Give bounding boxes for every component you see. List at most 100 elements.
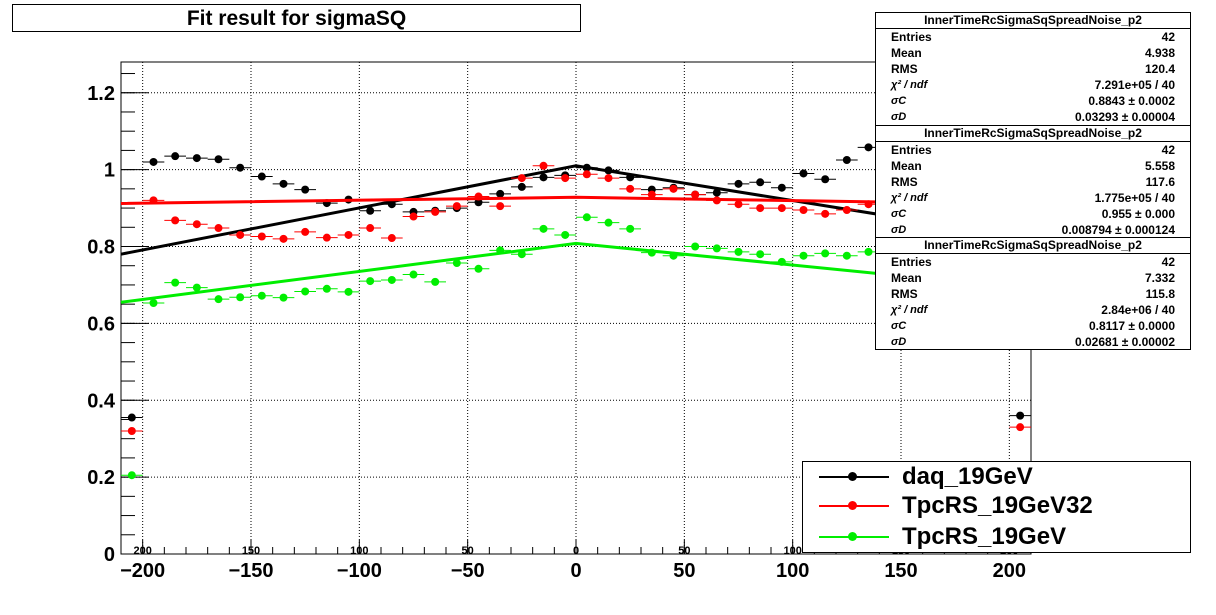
data-point (496, 189, 505, 198)
stats-box-3: InnerTimeRcSigmaSqSpreadNoise_p2 Entries… (875, 237, 1191, 350)
legend-marker-icon (848, 532, 857, 541)
data-point (149, 157, 158, 166)
data-point (366, 206, 375, 215)
data-point (842, 205, 851, 214)
data-point (214, 155, 223, 164)
data-point (452, 202, 461, 211)
data-point (712, 244, 721, 253)
data-point (777, 183, 786, 192)
data-point (387, 200, 396, 209)
data-point (517, 174, 526, 183)
chart-legend: daq_19GeV TpcRS_19GeV32 TpcRS_19GeV (802, 461, 1191, 553)
data-point (539, 173, 548, 182)
data-point (301, 185, 310, 194)
data-point (842, 156, 851, 165)
data-point (149, 196, 158, 205)
data-point (777, 204, 786, 213)
stats-row-entries: Entries 42 (891, 30, 1175, 44)
data-point (799, 205, 808, 214)
data-point (669, 184, 678, 193)
data-point (257, 291, 266, 300)
data-point (344, 287, 353, 296)
chart-title: Fit result for sigmaSQ (12, 4, 581, 32)
data-point (799, 169, 808, 178)
data-point (409, 212, 418, 221)
data-point (647, 190, 656, 199)
stats-row-rms: RMS 117.6 (891, 175, 1175, 189)
stats-box-title: InnerTimeRcSigmaSqSpreadNoise_p2 (876, 238, 1190, 254)
data-point (387, 275, 396, 284)
data-point (669, 251, 678, 260)
data-point (279, 293, 288, 302)
data-point (691, 190, 700, 199)
data-point (301, 227, 310, 236)
stats-box-1: InnerTimeRcSigmaSqSpreadNoise_p2 Entries… (875, 12, 1191, 126)
x-tick-label: −150 (228, 560, 273, 582)
data-point (517, 182, 526, 191)
data-point (864, 247, 873, 256)
data-point (842, 251, 851, 260)
stats-row-entries: Entries 42 (891, 255, 1175, 269)
data-point (647, 248, 656, 257)
stats-row-mean: Mean 7.332 (891, 271, 1175, 285)
data-point (257, 232, 266, 241)
data-point (604, 174, 613, 183)
data-point (214, 224, 223, 233)
data-point (626, 224, 635, 233)
stats-row-rms: RMS 115.8 (891, 287, 1175, 301)
stats-row-rms: RMS 120.4 (891, 62, 1175, 76)
stats-row-sigma-c: σC 0.955 ± 0.000 (891, 207, 1175, 221)
stats-row-sigma-c: σC 0.8843 ± 0.0002 (891, 94, 1175, 108)
data-point (257, 172, 266, 181)
data-point (171, 152, 180, 161)
data-point (474, 198, 483, 207)
data-point (756, 178, 765, 187)
data-point (301, 287, 310, 296)
stats-row-entries: Entries 42 (891, 143, 1175, 157)
y-tick-label: 1.2 (87, 83, 115, 105)
y-tick-label: 0.4 (87, 390, 116, 412)
data-point (236, 293, 245, 302)
x-tick-label: 0 (570, 560, 581, 582)
data-point (474, 264, 483, 273)
data-point (409, 270, 418, 279)
data-point (734, 200, 743, 209)
data-point (756, 204, 765, 213)
stats-row-sigma-c: σC 0.8117 ± 0.0000 (891, 319, 1175, 333)
data-point (864, 143, 873, 152)
data-point (236, 163, 245, 172)
data-point (821, 209, 830, 218)
stats-box-title: InnerTimeRcSigmaSqSpreadNoise_p2 (876, 126, 1190, 142)
data-point (452, 259, 461, 268)
x-tick-label: 150 (884, 560, 917, 582)
data-point (539, 161, 548, 170)
x-tick-label: −50 (451, 560, 485, 582)
data-point (626, 173, 635, 182)
stats-row-mean: Mean 5.558 (891, 159, 1175, 173)
stats-row-mean: Mean 4.938 (891, 46, 1175, 60)
x-tick-label: −100 (337, 560, 382, 582)
data-point (626, 184, 635, 193)
data-point (864, 200, 873, 209)
data-point (799, 251, 808, 260)
data-point (127, 427, 136, 435)
data-point (279, 234, 288, 243)
legend-marker-icon (848, 472, 857, 481)
data-point (496, 202, 505, 211)
data-point (192, 154, 201, 163)
data-point (604, 166, 613, 175)
data-point (691, 242, 700, 251)
data-point (279, 179, 288, 188)
stats-row-chi2: χ² / ndf 7.291e+05 / 40 (891, 78, 1175, 92)
stats-row-sigma-d: σD 0.02681 ± 0.00002 (891, 335, 1175, 349)
data-point (539, 224, 548, 233)
x-tick-label: 200 (993, 560, 1026, 582)
data-point (192, 283, 201, 292)
x-tick-label: 100 (776, 560, 809, 582)
legend-entry: TpcRS_19GeV32 (817, 492, 1187, 520)
data-point (582, 213, 591, 222)
legend-marker-icon (848, 501, 857, 510)
y-tick-label: 1 (104, 160, 115, 182)
data-point (214, 295, 223, 304)
data-point (322, 284, 331, 293)
